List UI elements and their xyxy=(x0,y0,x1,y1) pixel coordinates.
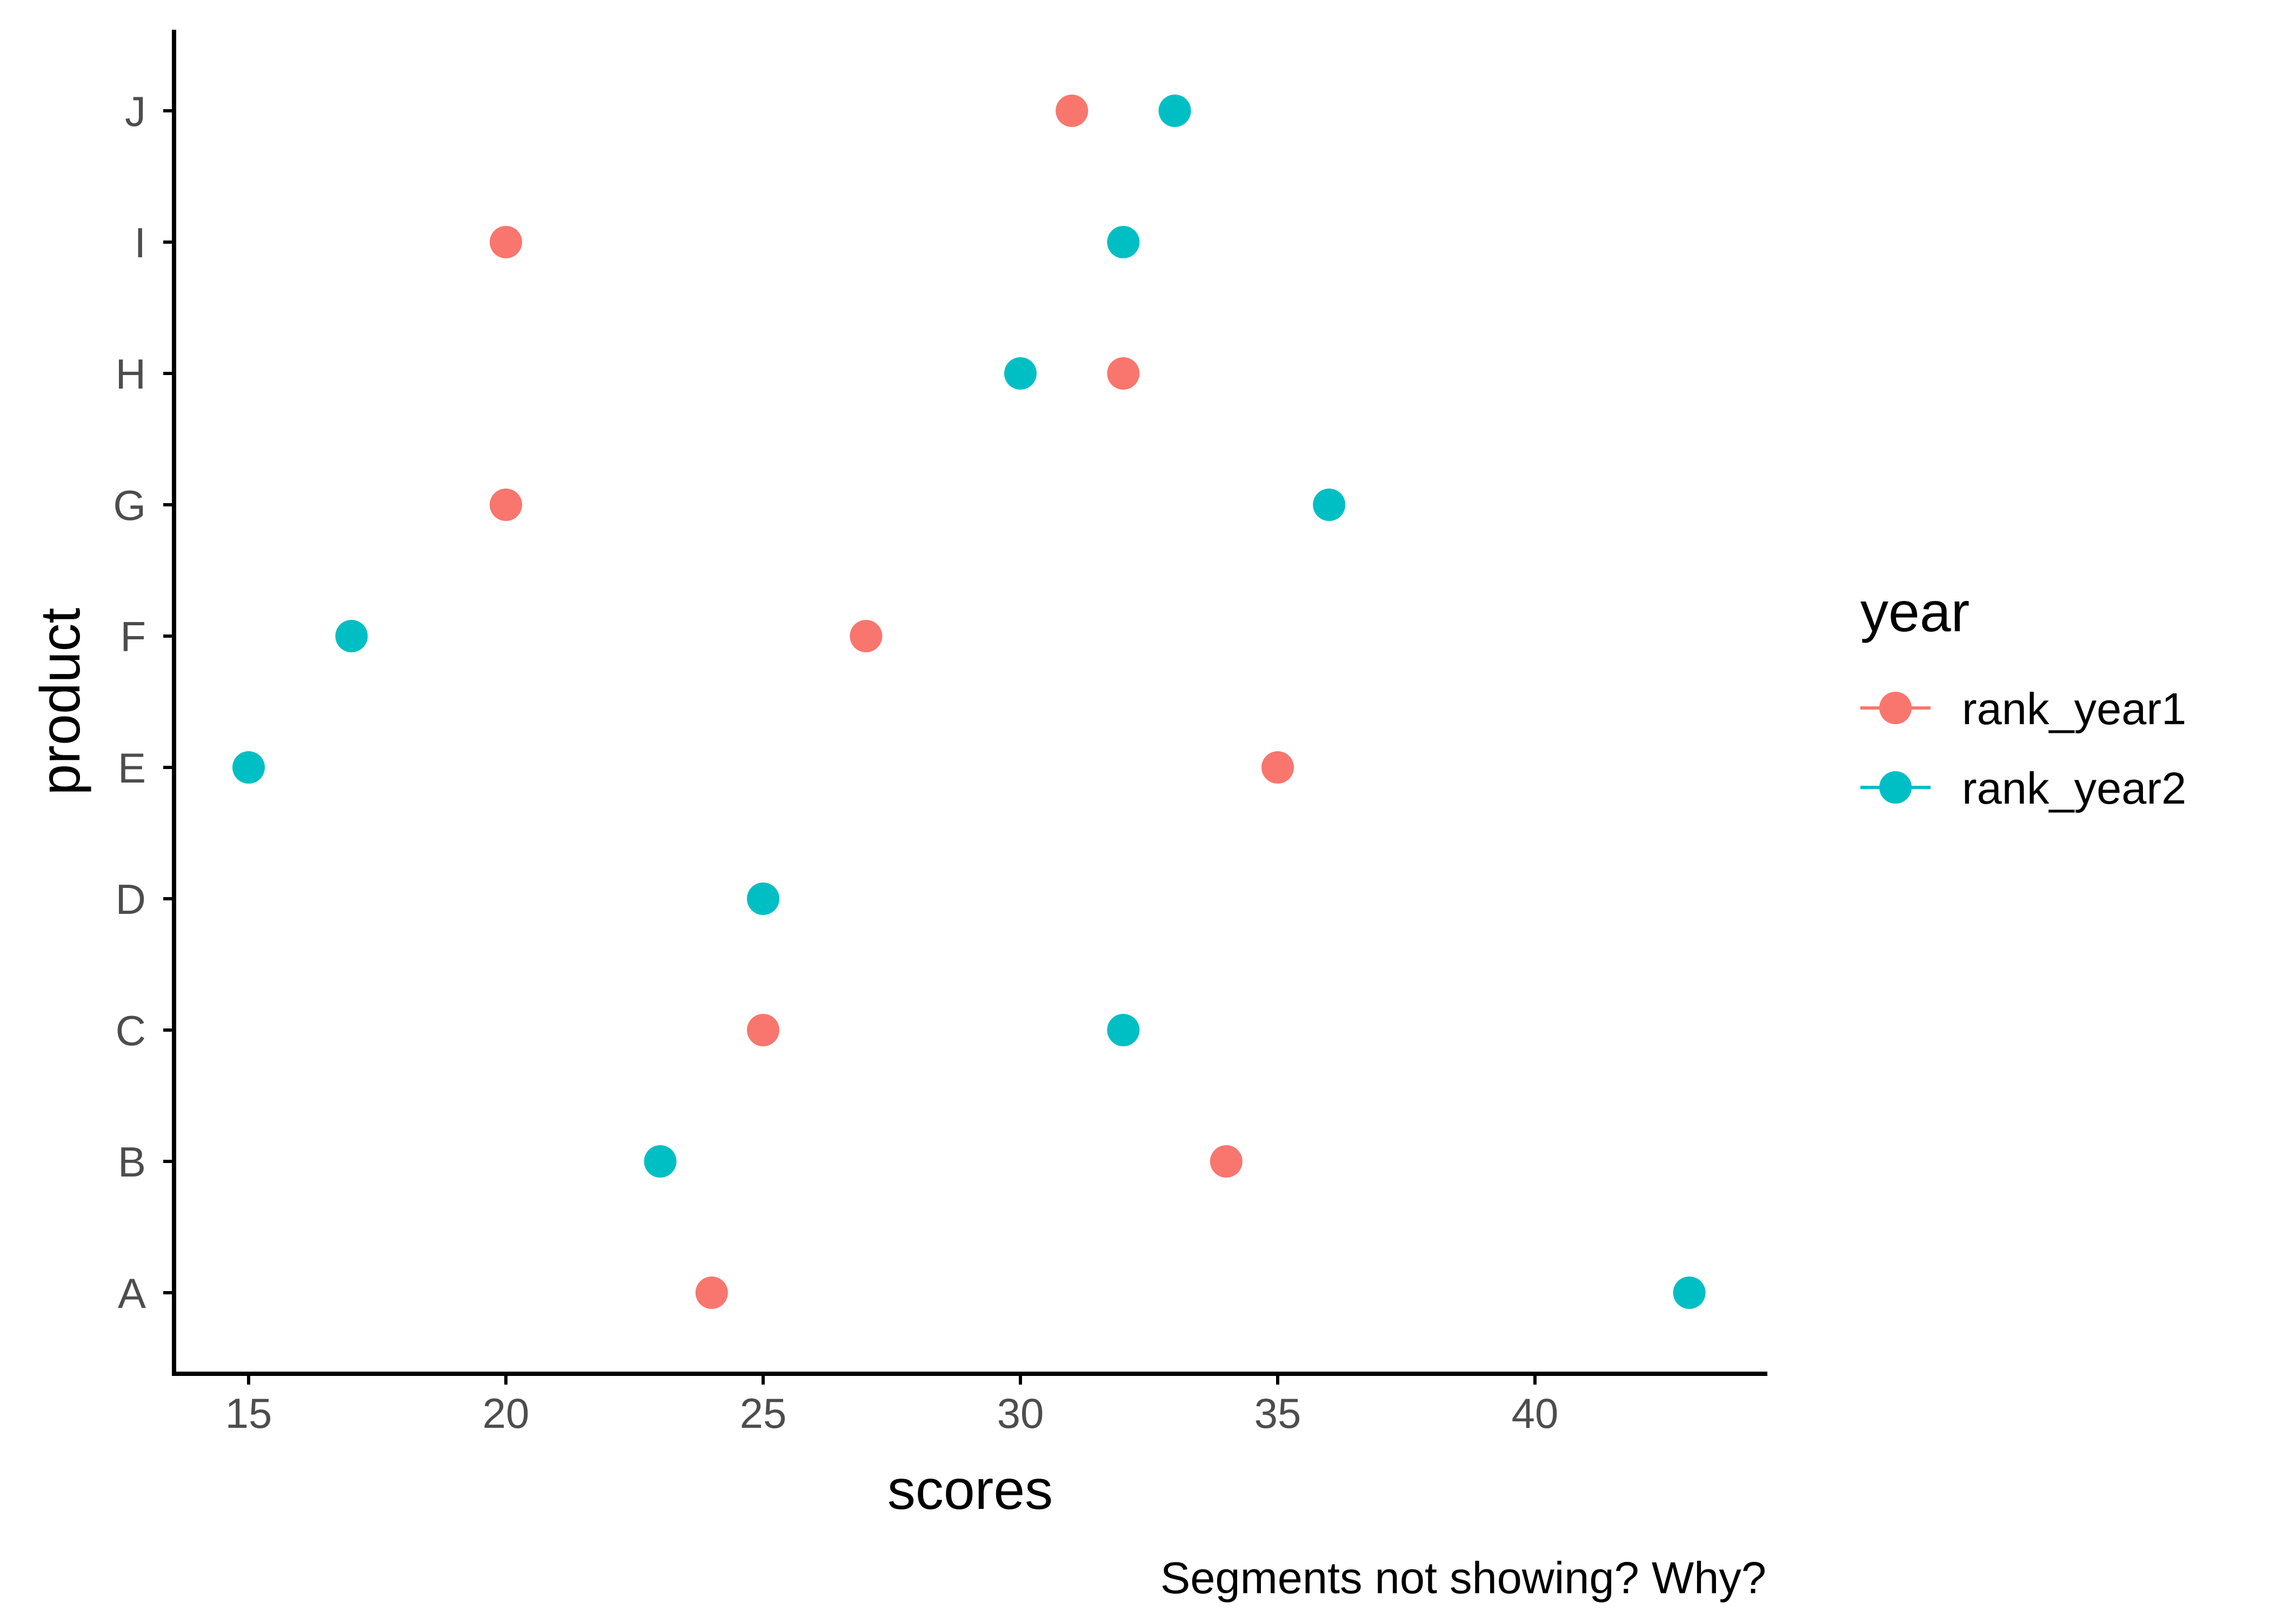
legend-key-point xyxy=(1879,692,1912,724)
x-tick-label: 15 xyxy=(225,1389,272,1437)
data-point-rank_year1 xyxy=(1056,95,1089,127)
legend-keys: rank_year1 rank_year2 xyxy=(1860,684,2186,813)
legend-label: rank_year2 xyxy=(1962,763,2186,813)
data-point-rank_year2 xyxy=(747,883,779,915)
y-tick-label: D xyxy=(116,876,146,923)
data-point-rank_year2 xyxy=(232,751,265,784)
y-tick-label: G xyxy=(113,482,146,529)
legend-title: year xyxy=(1860,581,1969,644)
y-tick-label: A xyxy=(118,1269,146,1317)
data-point-rank_year2 xyxy=(1673,1277,1706,1309)
data-point-rank_year2 xyxy=(644,1145,677,1178)
y-tick-label: I xyxy=(134,219,146,266)
y-tick-label: E xyxy=(118,744,146,792)
data-point-rank_year1 xyxy=(747,1014,779,1046)
y-tick-label: B xyxy=(118,1138,146,1186)
data-point-rank_year1 xyxy=(695,1277,728,1309)
x-tick-label: 40 xyxy=(1512,1389,1559,1437)
data-point-rank_year2 xyxy=(1107,1014,1140,1046)
y-tick-label: F xyxy=(120,613,146,660)
data-point-rank_year1 xyxy=(1210,1145,1243,1178)
chart-caption: Segments not showing? Why? xyxy=(1160,1553,1766,1603)
y-axis-title: product xyxy=(29,607,92,795)
legend-label: rank_year1 xyxy=(1962,684,2186,734)
axes xyxy=(172,30,1767,1376)
legend: year rank_year1 rank_year2 xyxy=(1860,581,2186,813)
data-points xyxy=(232,95,1706,1309)
data-point-rank_year1 xyxy=(850,620,883,652)
data-point-rank_year1 xyxy=(1107,357,1140,390)
x-tick-label: 25 xyxy=(740,1389,787,1437)
data-point-rank_year1 xyxy=(490,226,522,258)
y-tick-label: C xyxy=(116,1007,146,1054)
x-tick-label: 30 xyxy=(997,1389,1044,1437)
data-point-rank_year2 xyxy=(1313,489,1346,521)
x-ticks: 15 20 25 30 35 40 xyxy=(225,1374,1559,1437)
data-point-rank_year1 xyxy=(1261,751,1294,784)
x-tick-label: 35 xyxy=(1254,1389,1301,1437)
x-tick-label: 20 xyxy=(483,1389,530,1437)
x-axis-title: scores xyxy=(887,1459,1053,1521)
data-point-rank_year2 xyxy=(1158,95,1191,127)
data-point-rank_year2 xyxy=(1107,226,1140,258)
y-tick-label: H xyxy=(116,350,146,398)
y-ticks: A B C D E F G H I J xyxy=(113,88,174,1317)
data-point-rank_year2 xyxy=(335,620,368,652)
data-point-rank_year1 xyxy=(490,489,522,521)
legend-key-point xyxy=(1879,771,1912,804)
data-point-rank_year2 xyxy=(1004,357,1037,390)
y-tick-label: J xyxy=(125,88,146,135)
